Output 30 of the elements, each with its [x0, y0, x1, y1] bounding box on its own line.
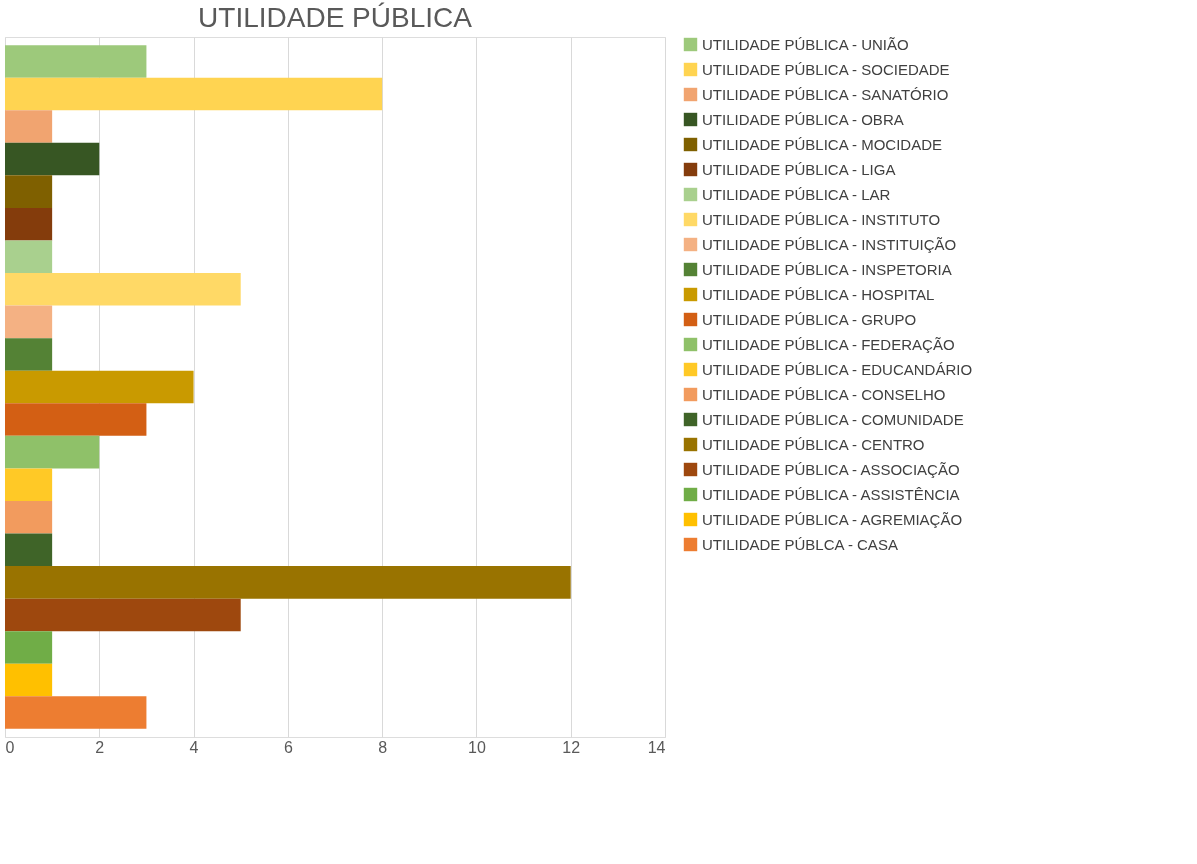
legend-label: UTILIDADE PÚBLICA - CONSELHO	[702, 385, 946, 403]
legend-label: UTILIDADE PÚBLICA - SOCIEDADE	[702, 60, 950, 78]
legend-label: UTILIDADE PÚBLICA - FEDERAÇÃO	[702, 335, 955, 353]
legend-label: UTILIDADE PÚBLICA - INSTITUTO	[702, 210, 941, 228]
legend-label: UTILIDADE PÚBLICA - ASSISTÊNCIA	[702, 485, 960, 503]
legend-label: UTILIDADE PÚBLICA - CENTRO	[702, 435, 925, 453]
legend-label: UTILIDADE PÚBLICA - COMUNIDADE	[702, 410, 964, 428]
x-tick-label: 10	[468, 738, 486, 756]
legend-label: UTILIDADE PÚBLICA - LIGA	[702, 160, 896, 178]
x-tick-label: 2	[95, 738, 105, 756]
legend-label: UTILIDADE PÚBLICA - INSPETORIA	[702, 260, 952, 278]
x-tick-label: 6	[283, 738, 293, 756]
legend-label: UTILIDADE PÚBLICA - SANATÓRIO	[702, 85, 949, 103]
legend-label: UTILIDADE PÚBLICA - OBRA	[702, 110, 904, 128]
legend-label: UTILIDADE PÚBLICA - UNIÃO	[702, 35, 909, 53]
x-tick-label: 0	[5, 738, 15, 756]
legend-label: UTILIDADE PÚBLICA - HOSPITAL	[702, 285, 935, 303]
x-tick-label: 8	[378, 738, 388, 756]
chart-title: UTILIDADE PÚBLICA	[198, 2, 473, 33]
legend-label: UTILIDADE PÚBLICA - EDUCANDÁRIO	[702, 360, 973, 378]
legend-label: UTILIDADE PÚBLICA - ASSOCIAÇÃO	[702, 460, 960, 478]
legend-label: UTILIDADE PÚBLICA - GRUPO	[702, 310, 917, 328]
legend-label: UTILIDADE PÚBLICA - MOCIDADE	[702, 135, 943, 153]
legend-label: UTILIDADE PÚBLICA - AGREMIAÇÃO	[702, 510, 963, 528]
legend-label: UTILIDADE PÚBLICA - LAR	[702, 185, 891, 203]
x-tick-label: 4	[189, 738, 199, 756]
x-tick-label: 14	[647, 738, 666, 756]
legend-label: UTILIDADE PÚBLCA - CASA	[702, 535, 898, 553]
legend-label: UTILIDADE PÚBLICA - INSTITUIÇÃO	[702, 235, 957, 253]
x-tick-label: 12	[562, 738, 581, 756]
